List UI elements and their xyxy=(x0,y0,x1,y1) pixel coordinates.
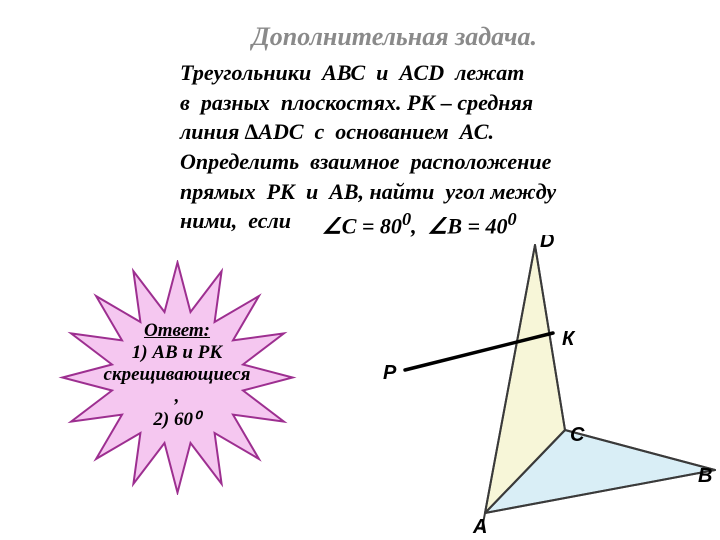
svg-text:К: К xyxy=(562,328,576,350)
svg-text:D: D xyxy=(540,235,554,252)
page-title: Дополнительная задача. xyxy=(252,22,537,52)
geometry-diagram: A B C D Р К xyxy=(310,235,720,535)
svg-text:Р: Р xyxy=(383,362,397,384)
svg-text:C: C xyxy=(570,424,585,446)
answer-text: Ответ:1) АВ и РКскрещивающиеся,2) 60⁰ xyxy=(72,320,282,431)
svg-text:A: A xyxy=(472,516,487,535)
svg-text:B: B xyxy=(698,465,712,487)
